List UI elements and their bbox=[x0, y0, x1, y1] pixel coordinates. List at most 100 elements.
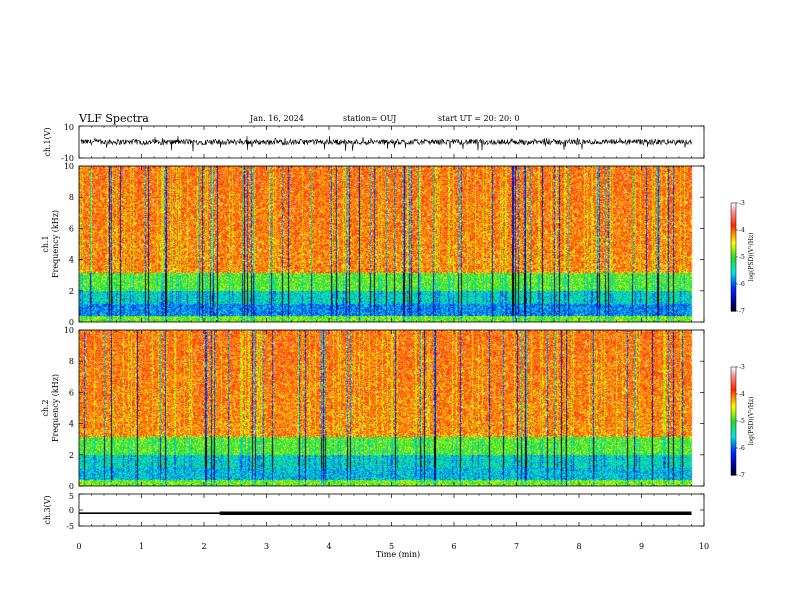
colorbar-swatch bbox=[731, 428, 736, 431]
colorbar-swatch bbox=[731, 291, 736, 294]
colorbar-swatch bbox=[731, 446, 736, 449]
colorbar-swatch bbox=[731, 235, 736, 238]
colorbar-swatch bbox=[731, 267, 736, 271]
colorbar-swatch bbox=[731, 246, 736, 249]
colorbar-swatch bbox=[731, 435, 736, 438]
colorbar-swatch bbox=[731, 462, 736, 465]
colorbar-swatch bbox=[731, 284, 736, 287]
ch3-ytick-bottom: -5 bbox=[66, 522, 74, 531]
colorbar-swatch bbox=[731, 237, 736, 240]
ch2-spectrogram-panel: 0 2 4 6 8 10 ch.2 Frequency (kHz) -3 -4 -5 -6 -7 l… bbox=[41, 326, 755, 491]
colorbar-swatch bbox=[731, 280, 736, 283]
x-tick-label: 5 bbox=[389, 542, 394, 551]
colorbar-swatch bbox=[731, 222, 736, 226]
colorbar-swatch bbox=[731, 469, 736, 472]
colorbar-swatch bbox=[731, 433, 736, 436]
freq-tick-label: 10 bbox=[64, 162, 74, 171]
freq-tick-label: 8 bbox=[69, 357, 74, 366]
colorbar-swatch bbox=[731, 394, 736, 397]
colorbar-swatch bbox=[731, 296, 736, 299]
x-tick-label: 4 bbox=[326, 542, 331, 551]
colorbar-swatch bbox=[731, 271, 736, 274]
colorbar-swatch bbox=[731, 413, 736, 417]
colorbar-swatch bbox=[731, 379, 736, 382]
colorbar-swatch bbox=[731, 397, 736, 400]
freq-tick-label: 0 bbox=[69, 318, 74, 327]
colorbar-swatch bbox=[731, 215, 736, 218]
colorbar-swatch bbox=[731, 455, 736, 458]
colorbar-swatch bbox=[731, 262, 736, 265]
ch3-ylabel: ch.3(V) bbox=[43, 495, 52, 524]
colorbar-swatch bbox=[731, 388, 736, 391]
colorbar-swatch bbox=[731, 399, 736, 402]
colorbar-swatch bbox=[731, 437, 736, 440]
colorbar-swatch bbox=[731, 448, 736, 451]
colorbar-swatch bbox=[731, 430, 736, 433]
colorbar-swatch bbox=[731, 253, 736, 256]
x-tick-label: 0 bbox=[76, 542, 81, 551]
colorbar-swatch bbox=[731, 415, 736, 418]
colorbar-swatch bbox=[731, 249, 736, 253]
ch1-spectrogram-panel: 0 2 4 6 8 10 ch.1 Frequency (kHz) -3 -4 -5 -6 -7 l… bbox=[41, 162, 755, 327]
ch1-spectrogram-image bbox=[79, 166, 704, 322]
colorbar-tick-label: -6 bbox=[739, 281, 745, 288]
freq-tick-label: 6 bbox=[69, 388, 74, 397]
ch1-waveform-panel: 10 -10 ch.1(V) bbox=[43, 123, 705, 163]
colorbar-swatch bbox=[731, 431, 736, 435]
colorbar-swatch bbox=[731, 294, 736, 298]
x-tick-label: 7 bbox=[514, 542, 519, 551]
x-tick-label: 1 bbox=[139, 542, 144, 551]
colorbar-swatch bbox=[731, 408, 736, 411]
colorbar-label: log(PSD)(V²/Hz) bbox=[748, 397, 755, 446]
colorbar-swatch bbox=[731, 230, 736, 233]
colorbar-swatch bbox=[731, 233, 736, 236]
freq-tick-label: 2 bbox=[69, 287, 74, 296]
colorbar-swatch bbox=[731, 464, 736, 467]
colorbar-swatch bbox=[731, 442, 736, 445]
colorbar-tick-label: -5 bbox=[739, 254, 745, 261]
ch1-spectrogram-ylabel-2: Frequency (kHz) bbox=[51, 210, 60, 278]
colorbar-swatch bbox=[731, 444, 736, 447]
colorbar-swatch bbox=[731, 453, 736, 456]
ch3-panel: 5 0 -5 ch.3(V) 0 1 2 3 4 5 6 7 8 9 10 Time (min) bbox=[43, 492, 709, 559]
colorbar-swatch bbox=[731, 377, 736, 381]
colorbar-swatch bbox=[731, 302, 736, 305]
ch2-spectrogram-image bbox=[79, 330, 704, 486]
colorbar-swatch bbox=[731, 269, 736, 272]
colorbar-swatch bbox=[731, 385, 736, 388]
colorbar-swatch bbox=[731, 457, 736, 460]
colorbar-swatch bbox=[731, 460, 736, 463]
colorbar-tick-label: -3 bbox=[739, 200, 745, 207]
x-tick-label: 10 bbox=[699, 542, 709, 551]
freq-tick-label: 2 bbox=[69, 451, 74, 460]
colorbar-swatch bbox=[731, 440, 736, 444]
colorbar-swatch bbox=[731, 278, 736, 281]
ch2-colorbar: -3 -4 -5 -6 -7 log(PSD)(V²/Hz) bbox=[730, 364, 755, 479]
colorbar-swatch bbox=[731, 368, 736, 372]
colorbar-swatch bbox=[731, 289, 736, 292]
start-time-label: start UT = 20: 20: 0 bbox=[438, 114, 520, 123]
colorbar-swatch bbox=[731, 424, 736, 427]
colorbar-swatch bbox=[731, 372, 736, 375]
colorbar-swatch bbox=[731, 231, 736, 235]
colorbar-swatch bbox=[731, 275, 736, 278]
colorbar-swatch bbox=[731, 439, 736, 442]
colorbar-swatch bbox=[731, 458, 736, 462]
colorbar-swatch bbox=[731, 203, 736, 206]
colorbar-swatch bbox=[731, 255, 736, 258]
colorbar-swatch bbox=[731, 303, 736, 307]
colorbar-tick-label: -3 bbox=[739, 364, 745, 371]
colorbar-swatch bbox=[731, 240, 736, 244]
colorbar-swatch bbox=[731, 410, 736, 413]
colorbar-tick-label: -4 bbox=[739, 391, 745, 398]
colorbar-swatch bbox=[731, 417, 736, 420]
ch1-spectrogram-ylabel-1: ch.1 bbox=[41, 235, 50, 252]
ch1-waveform-ylabel: ch.1(V) bbox=[43, 127, 52, 156]
colorbar-swatch bbox=[731, 226, 736, 229]
ch2-spectrogram-ylabel-2: Frequency (kHz) bbox=[51, 374, 60, 442]
colorbar-swatch bbox=[731, 403, 736, 406]
colorbar-swatch bbox=[731, 298, 736, 301]
colorbar-swatch bbox=[731, 219, 736, 222]
colorbar-swatch bbox=[731, 374, 736, 377]
